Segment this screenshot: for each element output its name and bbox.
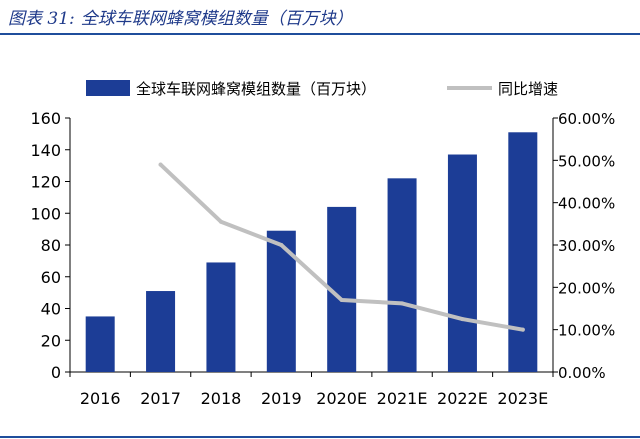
bar-series bbox=[85, 132, 538, 372]
x-axis-labels: 2016 2017 2018 2019 2020E 2021E 2022E 2023E bbox=[80, 389, 548, 408]
y-right-tick-label: 60.00% bbox=[558, 110, 615, 128]
y-left-tick-label: 80 bbox=[41, 236, 61, 255]
y-right-tick-label: 30.00% bbox=[558, 237, 615, 255]
figure-title-text: 全球车联网蜂窝模组数量（百万块） bbox=[80, 9, 353, 29]
x-tick-label: 2017 bbox=[140, 389, 181, 408]
legend-bar-label: 全球车联网蜂窝模组数量（百万块） bbox=[136, 80, 376, 98]
x-tick-label: 2019 bbox=[261, 389, 302, 408]
y-left-tick-label: 0 bbox=[51, 363, 61, 382]
axes bbox=[65, 117, 558, 377]
bottom-rule bbox=[0, 436, 640, 438]
legend-bar-swatch bbox=[86, 80, 130, 96]
y-left-tick-label: 140 bbox=[30, 141, 61, 160]
growth-point-2017 bbox=[158, 162, 163, 167]
line-series bbox=[158, 162, 525, 332]
x-tick-label: 2023E bbox=[497, 389, 548, 408]
y-left-tick-label: 20 bbox=[41, 331, 61, 350]
y-axis-right-labels: 0.00% 10.00% 20.00% 30.00% 40.00% 50.00% 60.00… bbox=[558, 110, 615, 382]
bar-2022E bbox=[447, 154, 477, 372]
legend-line-label: 同比增速 bbox=[498, 80, 558, 98]
y-left-tick-label: 60 bbox=[41, 268, 61, 287]
x-tick-label: 2022E bbox=[437, 389, 488, 408]
y-right-tick-label: 50.00% bbox=[558, 152, 615, 170]
bar-2021E bbox=[387, 178, 417, 372]
top-rule bbox=[0, 33, 640, 35]
growth-point-2018 bbox=[218, 219, 223, 224]
x-tick-label: 2020E bbox=[316, 389, 367, 408]
y-left-tick-label: 40 bbox=[41, 300, 61, 319]
growth-point-2020E bbox=[339, 298, 344, 303]
bar-2023E bbox=[508, 132, 538, 372]
x-tick-label: 2016 bbox=[80, 389, 121, 408]
bar-2016 bbox=[85, 316, 115, 372]
bar-2017 bbox=[146, 291, 176, 372]
growth-point-2021E bbox=[400, 301, 405, 306]
growth-point-2019 bbox=[279, 243, 284, 247]
y-right-tick-label: 40.00% bbox=[558, 195, 615, 213]
y-left-tick-label: 120 bbox=[30, 173, 61, 192]
bar-2018 bbox=[206, 262, 236, 372]
growth-point-2023E bbox=[520, 327, 525, 332]
figure-title: 图表 31: 全球车联网蜂窝模组数量（百万块） bbox=[8, 4, 353, 29]
y-right-tick-label: 20.00% bbox=[558, 279, 615, 297]
y-left-tick-label: 160 bbox=[30, 109, 61, 128]
y-right-tick-label: 0.00% bbox=[558, 364, 606, 382]
y-left-tick-label: 100 bbox=[30, 204, 61, 223]
growth-point-2022E bbox=[460, 317, 465, 322]
legend: 全球车联网蜂窝模组数量（百万块） 同比增速 bbox=[86, 80, 558, 98]
x-tick-label: 2021E bbox=[377, 389, 428, 408]
y-right-tick-label: 10.00% bbox=[558, 322, 615, 340]
x-tick-label: 2018 bbox=[201, 389, 242, 408]
figure-label: 图表 31: bbox=[8, 9, 75, 29]
y-axis-left-labels: 0 20 40 60 80 100 120 140 160 bbox=[30, 109, 61, 382]
